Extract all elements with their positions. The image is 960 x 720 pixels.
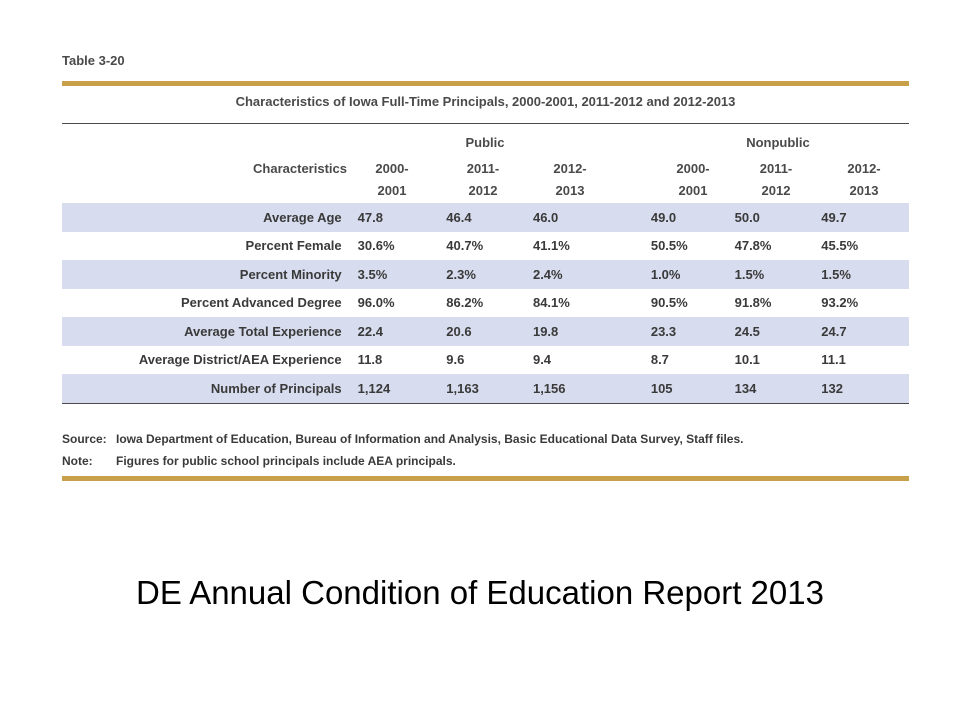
cell-value: 49.0 bbox=[650, 203, 735, 232]
table-row: Average Total Experience 22.4 20.6 19.8 … bbox=[62, 317, 909, 346]
cell-value: 50.5% bbox=[650, 238, 688, 254]
bottom-gold-rule bbox=[62, 476, 909, 481]
cell-value: 22.4 bbox=[357, 317, 447, 346]
cell-value: 47.8% bbox=[734, 238, 772, 254]
cell-value: 50.0 bbox=[734, 203, 822, 232]
table-row: Percent Advanced Degree 96.0% 86.2% 84.1… bbox=[62, 289, 909, 318]
cell-value: 19.8 bbox=[532, 317, 651, 346]
cell-value: 11.1 bbox=[821, 352, 846, 368]
header-year: 2000- 2001 bbox=[375, 161, 409, 198]
cell-value: 105 bbox=[650, 374, 735, 403]
title-rule bbox=[62, 123, 909, 124]
table-row: Average District/AEA Experience 11.8 9.6… bbox=[62, 346, 909, 375]
table-row: Number of Principals 1,124 1,163 1,156 1… bbox=[62, 374, 909, 403]
cell-value: 24.7 bbox=[821, 317, 909, 346]
cell-value: 1.5% bbox=[734, 260, 822, 289]
cell-value: 1,124 bbox=[357, 374, 447, 403]
header-year: 2012- 2013 bbox=[847, 161, 881, 198]
cell-value: 23.3 bbox=[650, 317, 735, 346]
note-text: Figures for public school principals inc… bbox=[116, 454, 456, 468]
cell-value: 1.0% bbox=[650, 260, 735, 289]
table-title: Characteristics of Iowa Full-Time Princi… bbox=[235, 94, 736, 109]
cell-value: 9.6 bbox=[446, 352, 465, 368]
cell-value: 91.8% bbox=[734, 295, 772, 311]
cell-value: 86.2% bbox=[446, 295, 484, 311]
slide-caption: DE Annual Condition of Education Report … bbox=[136, 574, 824, 611]
header-year: 2012- 2013 bbox=[553, 161, 587, 198]
row-label: Average Age bbox=[62, 203, 358, 232]
source-line: Source: Iowa Department of Education, Bur… bbox=[62, 428, 743, 450]
header-year: 2011- 2012 bbox=[759, 161, 793, 198]
header-characteristics: Characteristics bbox=[253, 161, 347, 176]
row-label: Average District/AEA Experience bbox=[138, 352, 342, 368]
row-label: Average Total Experience bbox=[62, 317, 358, 346]
cell-value: 30.6% bbox=[357, 238, 395, 254]
cell-value: 2.3% bbox=[446, 260, 533, 289]
cell-value: 1.5% bbox=[821, 260, 909, 289]
table-row: Percent Minority 3.5% 2.3% 2.4% 1.0% 1.5… bbox=[62, 260, 909, 289]
note-line: Note: Figures for public school principal… bbox=[62, 450, 743, 472]
row-label: Number of Principals bbox=[62, 374, 358, 403]
cell-value: 1,156 bbox=[532, 374, 651, 403]
cell-value: 40.7% bbox=[446, 238, 484, 254]
cell-value: 3.5% bbox=[357, 260, 447, 289]
source-text: Iowa Department of Education, Bureau of … bbox=[116, 432, 744, 446]
principals-table: Average Age 47.8 46.4 46.0 49.0 50.0 49.… bbox=[62, 203, 909, 403]
cell-value: 93.2% bbox=[821, 295, 859, 311]
cell-value: 24.5 bbox=[734, 317, 822, 346]
cell-value: 46.0 bbox=[532, 203, 651, 232]
cell-value: 9.4 bbox=[532, 352, 552, 368]
table-bottom-rule bbox=[62, 403, 909, 404]
source-label: Source: bbox=[62, 432, 107, 446]
cell-value: 8.7 bbox=[650, 352, 669, 368]
note-label: Note: bbox=[62, 454, 93, 468]
header-year: 2000- 2001 bbox=[676, 161, 710, 198]
row-label: Percent Minority bbox=[62, 260, 358, 289]
group-nonpublic: Nonpublic bbox=[746, 135, 810, 150]
cell-value: 45.5% bbox=[821, 238, 859, 254]
cell-value: 46.4 bbox=[446, 203, 533, 232]
cell-value: 49.7 bbox=[821, 203, 909, 232]
row-label: Percent Advanced Degree bbox=[181, 295, 342, 311]
cell-value: 84.1% bbox=[532, 295, 570, 311]
cell-value: 1,163 bbox=[446, 374, 533, 403]
table-notes: Source: Iowa Department of Education, Bur… bbox=[62, 428, 743, 472]
cell-value: 90.5% bbox=[650, 295, 688, 311]
cell-value: 41.1% bbox=[532, 238, 570, 254]
row-label: Percent Female bbox=[245, 238, 342, 254]
table-row: Percent Female 30.6% 40.7% 41.1% 50.5% 4… bbox=[62, 232, 909, 261]
cell-value: 20.6 bbox=[446, 317, 533, 346]
table-row: Average Age 47.8 46.4 46.0 49.0 50.0 49.… bbox=[62, 203, 909, 232]
top-gold-rule bbox=[62, 81, 909, 86]
cell-value: 134 bbox=[734, 374, 822, 403]
group-public: Public bbox=[465, 135, 505, 150]
cell-value: 132 bbox=[821, 374, 909, 403]
cell-value: 11.8 bbox=[357, 352, 383, 368]
cell-value: 2.4% bbox=[532, 260, 651, 289]
header-year: 2011- 2012 bbox=[466, 161, 500, 198]
cell-value: 96.0% bbox=[357, 295, 395, 311]
cell-value: 47.8 bbox=[357, 203, 447, 232]
table-number: Table 3-20 bbox=[62, 53, 125, 68]
cell-value: 10.1 bbox=[734, 352, 760, 368]
